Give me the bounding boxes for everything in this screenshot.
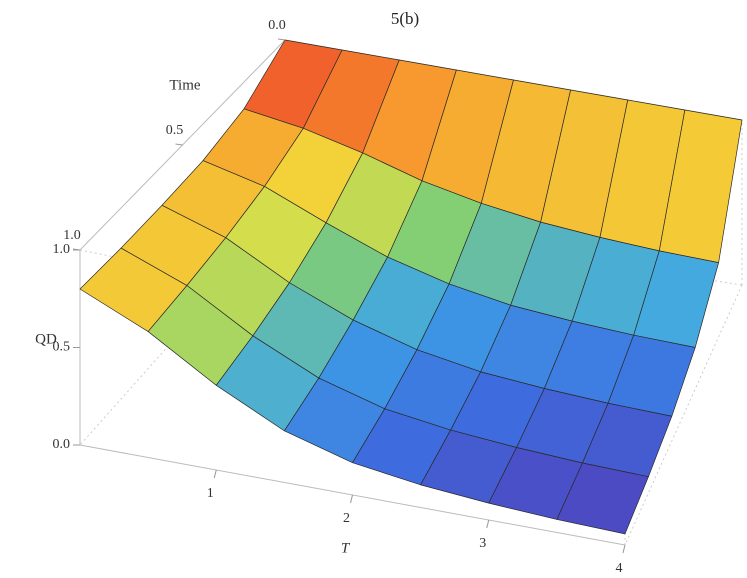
y-tick [175, 143, 183, 146]
x-tick-label: 1 [207, 486, 214, 501]
z-tick-label: 0.0 [53, 437, 71, 452]
y-tick-label: 0.5 [166, 123, 184, 138]
y-tick-label: 1.0 [63, 228, 81, 243]
x-tick [350, 494, 353, 504]
x-tick [213, 469, 217, 479]
chart-title: 5(b) [391, 9, 419, 28]
x-tick-label: 3 [479, 536, 486, 551]
x-tick [486, 519, 490, 529]
x-tick [622, 544, 626, 554]
x-tick-label: 2 [343, 511, 350, 526]
y-tick-label: 0.0 [268, 18, 286, 33]
x-axis-label: T [341, 540, 351, 556]
z-axis-label: QD [35, 331, 57, 347]
y-tick [277, 38, 286, 41]
surface-cell [556, 462, 649, 535]
y-axis-label: Time [169, 77, 200, 93]
z-tick-label: 0.5 [53, 340, 71, 355]
z-tick-label: 1.0 [53, 242, 71, 257]
x-tick-label: 4 [616, 561, 623, 576]
